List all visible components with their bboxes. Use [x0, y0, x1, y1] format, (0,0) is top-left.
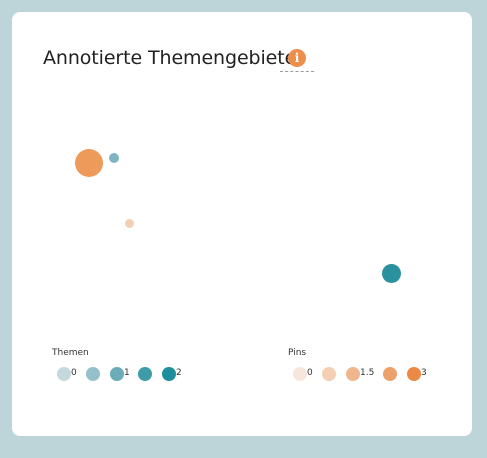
legend-pins-dot-2: [346, 367, 360, 381]
legend-pins-label-0: 0: [307, 368, 313, 378]
legend-themen-label-2: 1: [124, 368, 130, 378]
legend-pins-row: 0 1.5 3: [288, 366, 427, 382]
bubble-3[interactable]: [381, 263, 401, 283]
legend-themen-dot-0: [57, 367, 71, 381]
bubble-0[interactable]: [75, 149, 103, 177]
legend-pins-dot-4: [407, 367, 421, 381]
widget-title: Annotierte Themengebiete: [43, 47, 297, 69]
legend-themen-dot-2: [110, 367, 124, 381]
legend-pins-label-4: 3: [421, 368, 427, 378]
legend-themen-title: Themen: [52, 348, 89, 358]
legend-pins-label-2: 1.5: [360, 368, 375, 378]
info-icon[interactable]: i: [288, 49, 306, 67]
legend-themen-dot-4: [162, 367, 176, 381]
legend-themen-label-0: 0: [71, 368, 77, 378]
legend-pins-dot-1: [322, 367, 336, 381]
legend-pins-title: Pins: [288, 348, 307, 358]
widget-card: Annotierte Themengebiete i Themen 0 1 2 Pi…: [12, 12, 472, 436]
bubble-1[interactable]: [109, 153, 119, 163]
info-underline: [280, 71, 314, 72]
legend-themen: Themen 0 1 2: [52, 348, 182, 382]
legend-themen-row: 0 1 2: [52, 366, 182, 382]
legend-themen-dot-3: [138, 367, 152, 381]
legend-pins-dot-0: [293, 367, 307, 381]
bubble-2[interactable]: [124, 218, 134, 228]
legend-themen-label-4: 2: [176, 368, 182, 378]
legend-pins: Pins 0 1.5 3: [288, 348, 427, 382]
legend-themen-dot-1: [86, 367, 100, 381]
legend-pins-dot-3: [383, 367, 397, 381]
